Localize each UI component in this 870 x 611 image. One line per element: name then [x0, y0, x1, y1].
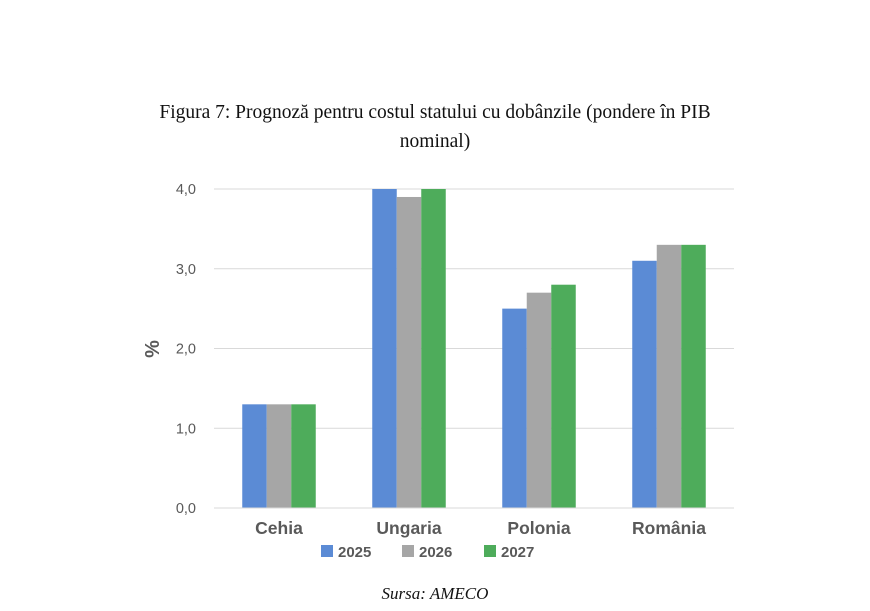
chart-title-line-2: nominal) — [399, 131, 471, 152]
legend-label-2025: 2025 — [338, 544, 371, 561]
bar-polonia-2027 — [551, 284, 576, 508]
legend-swatch-2025 — [321, 545, 333, 557]
bar-polonia-2026 — [526, 292, 552, 508]
legend-label-2027: 2027 — [501, 544, 534, 561]
legend-swatch-2026 — [402, 545, 414, 557]
y-axis-label: % — [142, 340, 164, 358]
x-axis-category-labels: Cehia Ungaria Polonia România — [255, 518, 706, 538]
y-tick-label: 1,0 — [176, 421, 196, 437]
y-tick-label: 2,0 — [176, 342, 196, 358]
bar-ungaria-2025 — [372, 189, 397, 508]
bars — [242, 189, 706, 508]
chart-title: Figura 7: Prognoză pentru costul statulu… — [0, 98, 870, 156]
bar-romnia-2025 — [632, 260, 657, 508]
y-tick-label: 4,0 — [176, 182, 196, 198]
bar-cehia-2025 — [242, 404, 267, 508]
x-category-label: Cehia — [255, 518, 303, 538]
x-category-label: România — [632, 518, 706, 538]
y-tick-label: 0,0 — [176, 501, 196, 517]
legend: 2025 2026 2027 — [321, 544, 534, 561]
bar-polonia-2025 — [502, 308, 527, 508]
chart-title-line-1: Figura 7: Prognoză pentru costul statulu… — [159, 102, 711, 123]
bar-romnia-2027 — [681, 244, 706, 508]
x-category-label: Polonia — [507, 518, 570, 538]
bar-ungaria-2027 — [421, 189, 446, 508]
bar-cehia-2026 — [266, 404, 292, 508]
legend-label-2026: 2026 — [419, 544, 452, 561]
bar-cehia-2027 — [291, 404, 316, 508]
bar-romnia-2026 — [656, 244, 682, 508]
x-category-label: Ungaria — [376, 518, 441, 538]
y-axis-tick-labels: 0,0 1,0 2,0 3,0 4,0 — [176, 182, 196, 517]
bar-ungaria-2026 — [396, 196, 422, 508]
y-tick-label: 3,0 — [176, 262, 196, 278]
legend-swatch-2027 — [484, 545, 496, 557]
source-note: Sursa: AMECO — [381, 584, 489, 603]
